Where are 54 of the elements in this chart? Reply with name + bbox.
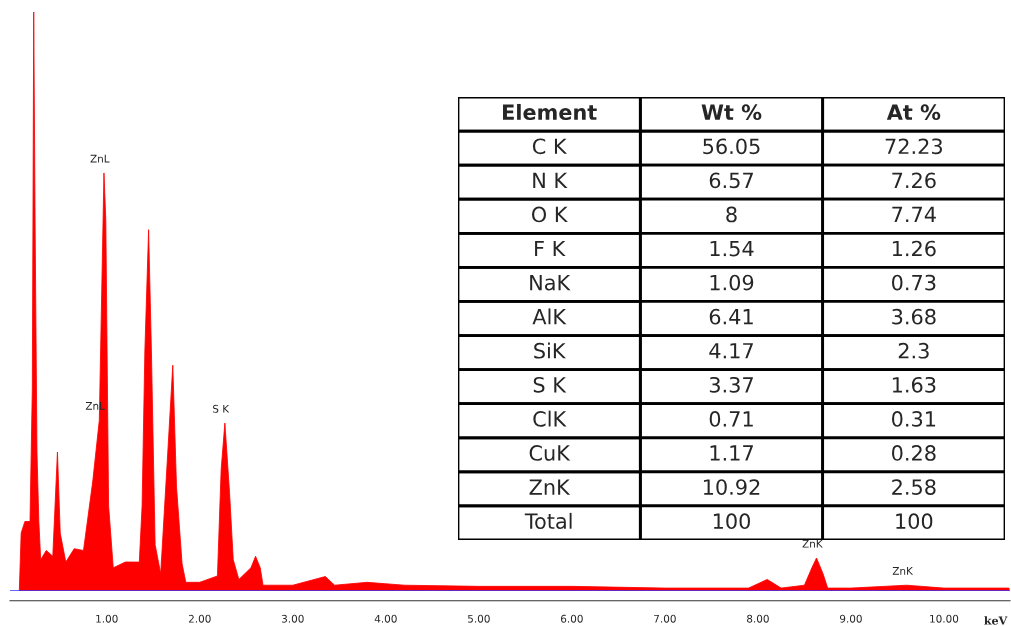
x-tick-label: 7.00 [654,614,676,623]
data-label: 10.92 [703,479,760,495]
data-label: 6.57 [709,172,753,189]
y-tick-label: Total [524,512,572,530]
x-tick-label: Wt % [701,104,762,121]
annotation: ZnK [802,539,823,548]
x-tick-label: 4.00 [374,614,397,623]
data-label: 7.26 [892,172,936,189]
x-tick-label: 2.00 [188,614,211,623]
y-tick-label: SiK [534,342,566,359]
y-tick-label: AlK [532,308,567,325]
annotation: ZnL [90,154,110,163]
y-axis-title: Element [503,103,597,121]
data-label: 100 [896,513,933,530]
y-tick-label: ZnK [529,479,571,495]
data-label: 0.71 [709,411,753,427]
data-label: 4.17 [709,343,753,359]
data-label: 72.23 [885,138,942,155]
data-label: 3.37 [709,376,753,393]
data-label: 2.58 [892,479,936,495]
x-tick-label: 1.00 [96,614,118,623]
y-tick-label: ClK [533,410,567,427]
y-tick-label: CuK [529,445,571,461]
data-label: 3.68 [892,308,936,325]
data-label: 6.41 [709,308,753,325]
data-label: 0.28 [892,445,936,461]
x-tick-label: 3.00 [281,614,304,623]
data-label: 56.05 [703,138,760,155]
x-tick-label: 9.00 [839,614,862,623]
y-tick-label: NaK [530,274,571,291]
data-label: 1.54 [710,240,754,257]
data-label: 1.17 [710,445,753,461]
data-label: 0.73 [892,274,936,291]
x-axis-title: keV [984,616,1008,625]
annotation: ZnK [892,567,914,575]
data-label: 1.09 [710,274,754,291]
data-label: 2.3 [898,342,929,359]
x-tick-label: At % [886,104,941,121]
data-label: 0.31 [892,411,936,427]
annotation: S K [213,404,230,413]
data-label: 1.63 [892,376,936,393]
x-tick-label: 6.00 [560,614,583,623]
x-tick-label: 8.00 [747,614,769,623]
data-label: 1.26 [892,240,936,257]
data-label: 100 [713,513,750,530]
y-tick-label: O K [531,206,568,223]
x-tick-label: 10.00 [930,614,959,623]
y-tick-label: C K [532,138,568,155]
x-tick-label: 5.00 [468,614,490,623]
data-label: 8 [726,206,737,223]
y-tick-label: F K [535,240,566,257]
y-tick-label: N K [533,172,568,188]
y-tick-label: S K [533,376,567,393]
data-label: 7.74 [892,206,936,223]
